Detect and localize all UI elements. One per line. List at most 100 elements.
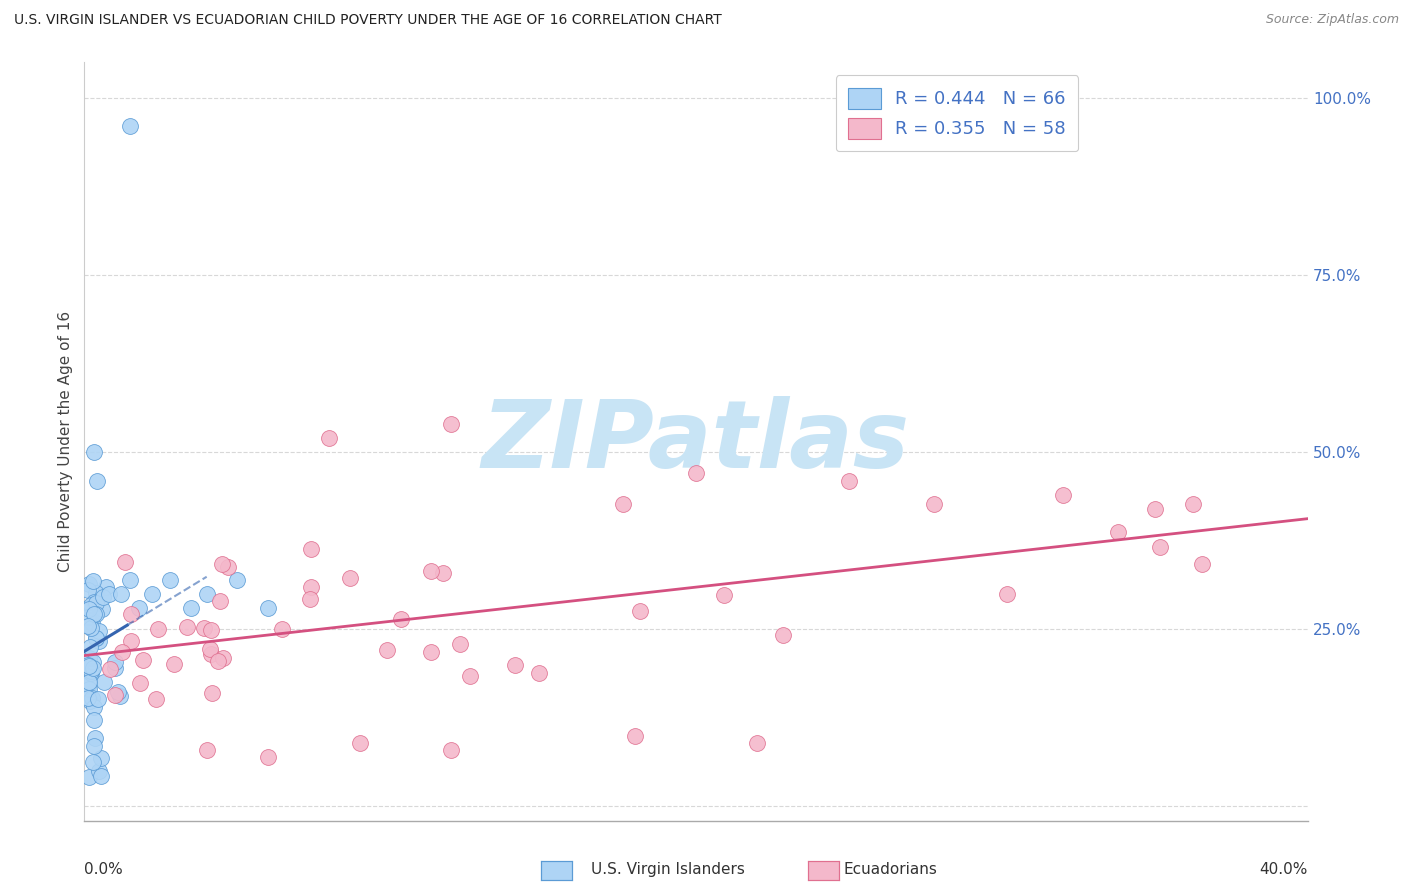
Point	[120, 119, 142, 133]
Text: Ecuadorians: Ecuadorians	[844, 863, 938, 877]
Point	[200, 648, 222, 662]
Point	[440, 417, 463, 431]
Point	[922, 497, 945, 511]
Text: U.S. VIRGIN ISLANDER VS ECUADORIAN CHILD POVERTY UNDER THE AGE OF 16 CORRELATION: U.S. VIRGIN ISLANDER VS ECUADORIAN CHILD…	[14, 13, 721, 28]
Point	[624, 729, 647, 743]
Point	[93, 675, 115, 690]
Point	[212, 650, 235, 665]
Point	[1052, 488, 1074, 502]
Point	[200, 641, 222, 656]
Point	[87, 624, 110, 638]
Point	[76, 619, 98, 633]
Point	[1143, 501, 1166, 516]
Point	[107, 685, 129, 699]
Point	[79, 674, 101, 689]
Point	[104, 655, 127, 669]
Point	[77, 770, 100, 784]
Point	[90, 769, 112, 783]
Point	[180, 601, 202, 615]
Point	[120, 607, 142, 621]
Point	[375, 643, 398, 657]
Point	[1191, 558, 1213, 572]
Point	[83, 739, 105, 753]
Point	[612, 497, 634, 511]
Text: ZIPatlas: ZIPatlas	[482, 395, 910, 488]
Point	[77, 576, 100, 591]
Point	[299, 541, 322, 556]
Point	[420, 564, 443, 578]
Point	[77, 682, 100, 697]
Point	[98, 662, 121, 676]
Point	[82, 574, 104, 589]
Point	[91, 590, 114, 604]
Text: 0.0%: 0.0%	[84, 863, 124, 878]
Point	[207, 654, 229, 668]
Point	[163, 657, 186, 672]
Point	[201, 686, 224, 700]
Point	[747, 736, 769, 750]
Point	[1149, 541, 1171, 555]
Point	[685, 467, 707, 481]
Point	[77, 690, 100, 705]
Point	[176, 620, 198, 634]
Point	[80, 615, 103, 630]
Point	[200, 623, 222, 637]
Point	[104, 688, 127, 702]
Point	[132, 653, 155, 667]
Point	[120, 634, 142, 648]
Point	[339, 571, 361, 585]
Point	[318, 431, 340, 445]
Point	[82, 660, 104, 674]
Point	[1182, 497, 1205, 511]
Point	[79, 598, 101, 612]
Point	[257, 750, 280, 764]
Point	[349, 736, 371, 750]
Point	[76, 582, 98, 597]
Point	[87, 764, 110, 779]
Point	[159, 573, 181, 587]
Point	[772, 628, 794, 642]
Point	[94, 581, 117, 595]
Point	[77, 676, 100, 690]
Point	[86, 474, 108, 488]
Point	[298, 592, 321, 607]
Point	[82, 655, 104, 669]
Point	[77, 658, 100, 673]
Point	[79, 640, 101, 654]
Point	[80, 690, 103, 705]
Point	[299, 580, 322, 594]
Point	[440, 743, 463, 757]
Point	[193, 621, 215, 635]
Point	[84, 596, 107, 610]
Point	[90, 751, 112, 765]
Point	[84, 631, 107, 645]
Point	[77, 658, 100, 673]
Point	[145, 692, 167, 706]
Point	[257, 601, 280, 615]
Point	[419, 645, 441, 659]
Point	[128, 601, 150, 615]
Point	[195, 587, 218, 601]
Point	[1107, 525, 1129, 540]
Point	[458, 669, 481, 683]
Point	[83, 699, 105, 714]
Point	[87, 692, 110, 706]
Text: 40.0%: 40.0%	[1260, 863, 1308, 878]
Legend: R = 0.444   N = 66, R = 0.355   N = 58: R = 0.444 N = 66, R = 0.355 N = 58	[835, 75, 1078, 152]
Point	[111, 645, 134, 659]
Point	[84, 586, 107, 600]
Text: Source: ZipAtlas.com: Source: ZipAtlas.com	[1265, 13, 1399, 27]
Point	[432, 566, 454, 581]
Point	[527, 665, 550, 680]
Point	[84, 607, 107, 622]
Point	[83, 594, 105, 608]
Point	[838, 474, 860, 488]
Point	[77, 650, 100, 665]
Point	[84, 731, 107, 745]
Point	[82, 756, 104, 770]
Point	[995, 587, 1018, 601]
Point	[120, 573, 142, 587]
Text: U.S. Virgin Islanders: U.S. Virgin Islanders	[591, 863, 744, 877]
Point	[503, 657, 526, 672]
Point	[108, 689, 131, 703]
